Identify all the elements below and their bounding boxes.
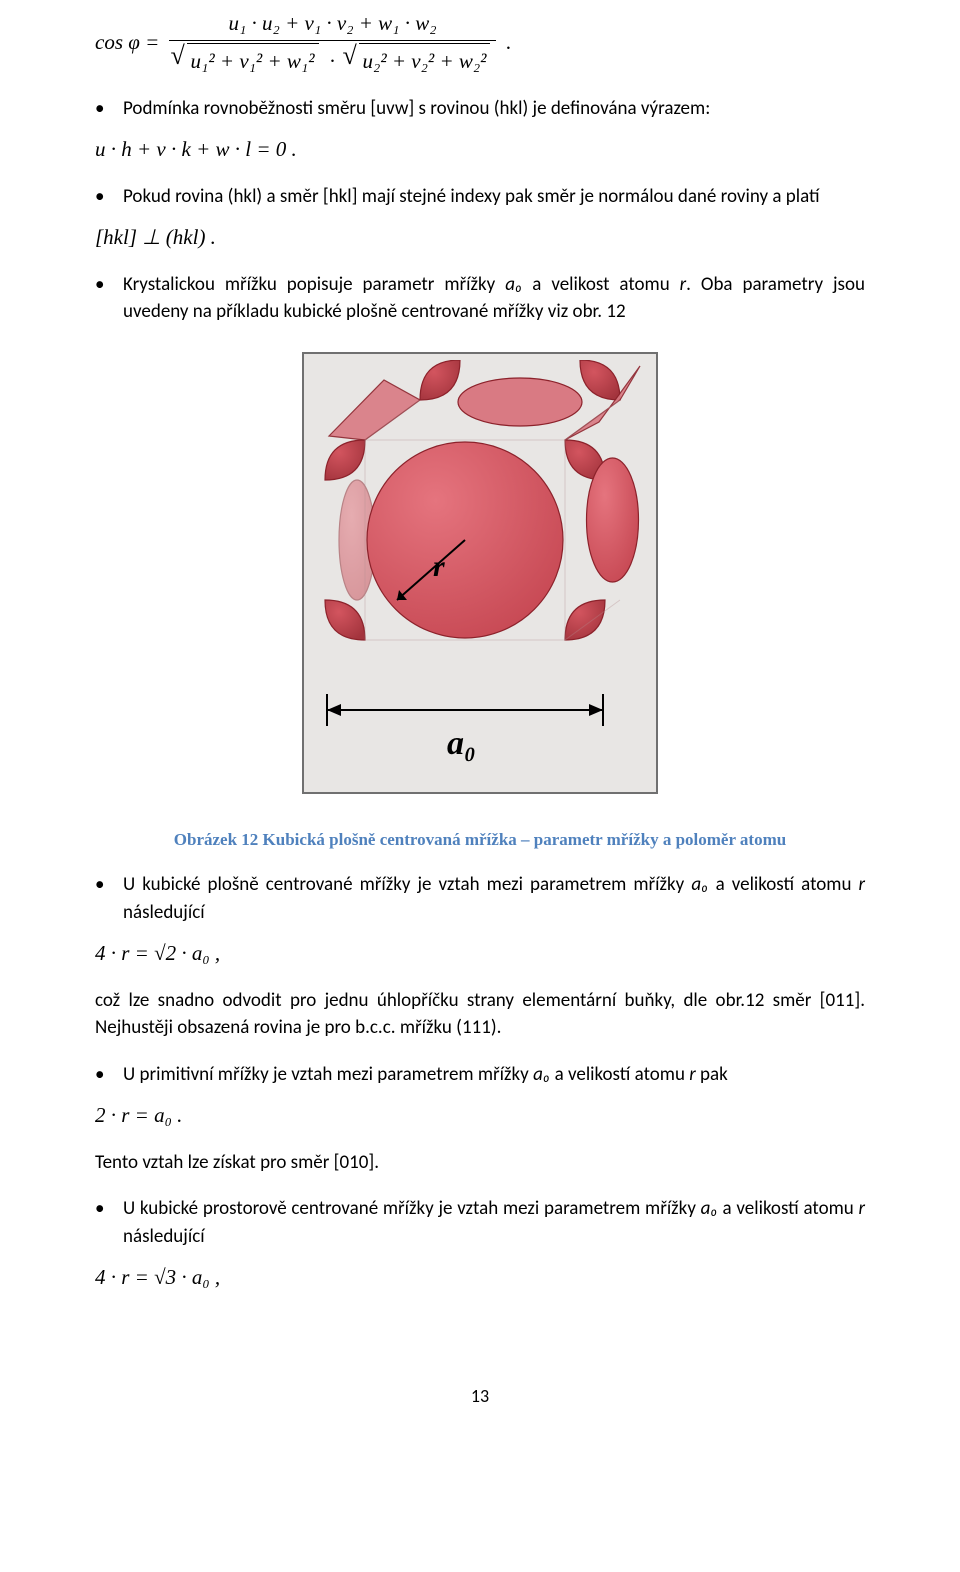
figure-12-svg: r a₀ xyxy=(310,360,650,778)
formula-perpendicular: [hkl] ⊥ (hkl) . xyxy=(95,222,865,252)
para-direction-010: Tento vztah lze získat pro směr [010]. xyxy=(95,1149,865,1177)
formula-fcc: 4 · r = √2 · a₀ , xyxy=(95,938,865,968)
sqrt-b: u₂² + v₂² + w₂² xyxy=(347,43,491,76)
b6i2: r xyxy=(858,1197,865,1220)
b6c: následující xyxy=(123,1225,205,1248)
formula-cos-phi: cos φ = u₁ · u₂ + v₁ · v₂ + w₁ · w₂ u₁² … xyxy=(95,8,865,77)
svg-text:r: r xyxy=(433,550,445,583)
figure-12-caption: Obrázek 12 Kubická plošně centrovaná mří… xyxy=(95,828,865,853)
formula-fcc-text: 4 · r = √2 · a₀ , xyxy=(95,941,220,965)
figure-12-wrap: r a₀ xyxy=(95,352,865,795)
bullet-primitive-relation: U primitivní mřížky je vztah mezi parame… xyxy=(95,1061,865,1089)
cos-phi-denominator: u₁² + v₁² + w₁² · u₂² + v₂² + w₂² xyxy=(169,41,497,76)
b5b: a velikostí atomu xyxy=(550,1063,689,1086)
bullet-normal-cond: Pokud rovina (hkl) a směr [hkl] mají ste… xyxy=(95,183,865,211)
b3i1: a₀ xyxy=(505,273,522,296)
cos-phi-numerator: u₁ · u₂ + v₁ · v₂ + w₁ · w₂ xyxy=(169,8,497,41)
b4b: a velikostí atomu xyxy=(709,873,859,896)
sqrt-a: u₁² + v₁² + w₁² xyxy=(175,43,319,76)
formula-parallel-text: u · h + v · k + w · l = 0 . xyxy=(95,137,297,161)
bullet-lattice-params: Krystalickou mřížku popisuje parametr mř… xyxy=(95,271,865,326)
num-text: u₁ · u₂ + v₁ · v₂ + w₁ · w₂ xyxy=(228,11,436,35)
bullet2-text: Pokud rovina (hkl) a směr [hkl] mají ste… xyxy=(123,185,820,208)
para-derivation: což lze snadno odvodit pro jednu úhlopří… xyxy=(95,987,865,1042)
bullet-fcc-relation: U kubické plošně centrované mřížky je vz… xyxy=(95,871,865,926)
formula-perp-text: [hkl] ⊥ (hkl) . xyxy=(95,225,216,249)
svg-text:a₀: a₀ xyxy=(447,725,476,762)
b5a: U primitivní mřížky je vztah mezi parame… xyxy=(123,1063,533,1086)
formula-prim-text: 2 · r = a₀ . xyxy=(95,1103,182,1127)
bullet-bcc-relation: U kubické prostorově centrované mřížky j… xyxy=(95,1195,865,1250)
formula-bcc-text: 4 · r = √3 · a₀ , xyxy=(95,1265,220,1289)
cos-phi-trail: . xyxy=(506,30,511,54)
b6a: U kubické prostorově centrované mřížky j… xyxy=(123,1197,701,1220)
formula-primitive: 2 · r = a₀ . xyxy=(95,1100,865,1130)
page-number: 13 xyxy=(95,1383,865,1409)
b4c: následující xyxy=(123,901,205,924)
b5c: pak xyxy=(696,1063,728,1086)
b3a: Krystalickou mřížku popisuje parametr mř… xyxy=(123,273,505,296)
formula-parallel: u · h + v · k + w · l = 0 . xyxy=(95,134,865,164)
b3b: a velikost atomu xyxy=(522,273,679,296)
cos-phi-lhs: cos φ = xyxy=(95,30,159,54)
b4a: U kubické plošně centrované mřížky je vz… xyxy=(123,873,691,896)
b6b: a velikostí atomu xyxy=(718,1197,859,1220)
b4i1: a₀ xyxy=(691,873,708,896)
cos-phi-fraction: u₁ · u₂ + v₁ · v₂ + w₁ · w₂ u₁² + v₁² + … xyxy=(169,8,497,77)
bullet-parallel-cond: Podmínka rovnoběžnosti směru [uvw] s rov… xyxy=(95,95,865,123)
b4i2: r xyxy=(858,873,865,896)
rad-a: u₁² + v₁² + w₁² xyxy=(191,49,315,73)
formula-bcc: 4 · r = √3 · a₀ , xyxy=(95,1262,865,1292)
bullet1-text: Podmínka rovnoběžnosti směru [uvw] s rov… xyxy=(123,97,710,120)
rad-b: u₂² + v₂² + w₂² xyxy=(363,49,487,73)
b5i1: a₀ xyxy=(533,1063,550,1086)
b6i1: a₀ xyxy=(701,1197,718,1220)
figure-12-box: r a₀ xyxy=(302,352,658,795)
